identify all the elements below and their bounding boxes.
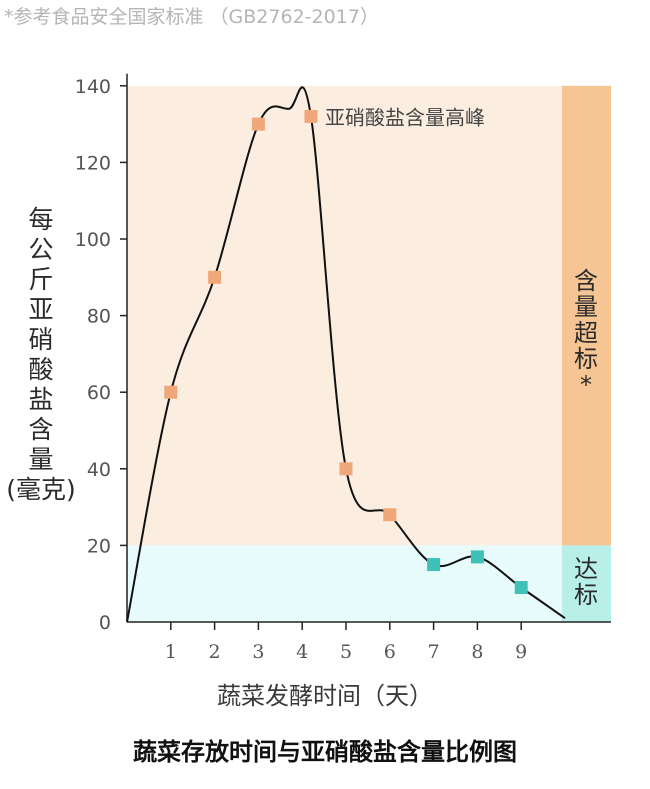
y-axis-label: 每公斤亚硝酸盐含量 (毫克): [0, 205, 82, 505]
data-point-marker: [251, 117, 265, 131]
zone-label-char: 达: [574, 555, 598, 583]
data-point-marker: [339, 462, 353, 476]
y-tick-label: 140: [75, 76, 111, 98]
y-tick-label: 100: [75, 229, 111, 251]
exceed-zone-bg: [127, 85, 562, 546]
zone-label-char: 超: [574, 319, 598, 347]
zone-label-char: 标: [574, 581, 598, 609]
x-tick-label: 9: [515, 641, 527, 663]
ok-band: [562, 545, 611, 622]
data-point-marker: [208, 270, 222, 284]
peak-annotation: 亚硝酸盐含量高峰: [325, 105, 485, 129]
y-tick-label: 60: [87, 382, 111, 404]
data-point-marker: [304, 109, 318, 123]
ok-zone-bg: [127, 545, 562, 622]
y-axis-label-char: 量: [28, 445, 54, 474]
data-point-marker: [164, 385, 178, 399]
x-tick-label: 6: [384, 641, 396, 663]
y-tick-label: 20: [87, 535, 111, 557]
y-axis-label-char: 酸: [28, 355, 54, 384]
zone-label-char: *: [580, 371, 592, 399]
y-axis-label-char: 每: [28, 205, 54, 234]
y-axis-label-char: 公: [28, 235, 54, 264]
zone-label-char: 含: [574, 267, 598, 295]
zone-label-char: 标: [574, 345, 598, 373]
y-axis-label-char: 亚: [28, 295, 54, 324]
x-axis-label: 蔬菜发酵时间（天）: [217, 682, 433, 710]
data-point-marker: [514, 581, 528, 595]
data-point-marker: [383, 508, 397, 522]
y-tick-label: 80: [87, 306, 111, 328]
y-axis-label-char: 斤: [28, 265, 54, 294]
x-tick-label: 2: [209, 641, 221, 663]
y-tick-label: 40: [87, 459, 111, 481]
zone-label-exceed: 含量超标 *: [571, 268, 601, 398]
reference-note: *参考食品安全国家标准 （GB2762-2017）: [4, 6, 379, 28]
x-tick-label: 4: [296, 641, 308, 663]
series-line: [126, 86, 566, 623]
y-axis-label-char: 含: [28, 415, 54, 444]
x-tick-label: 5: [340, 641, 352, 663]
x-tick-label: 7: [428, 641, 440, 663]
y-tick-label: 120: [75, 152, 111, 174]
chart-title: 蔬菜存放时间与亚硝酸盐含量比例图: [133, 738, 517, 766]
y-tick-label: 0: [99, 612, 111, 634]
zone-label-char: 量: [574, 293, 598, 321]
x-tick-label: 8: [471, 641, 483, 663]
x-tick-label: 1: [165, 641, 177, 663]
x-tick-label: 3: [252, 641, 264, 663]
y-axis-label-unit: (毫克): [6, 475, 76, 504]
y-axis-label-char: 硝: [28, 325, 54, 354]
data-point-marker: [470, 550, 484, 564]
zone-label-ok: 达标: [571, 556, 601, 608]
y-axis-label-char: 盐: [28, 385, 54, 414]
data-point-marker: [427, 558, 441, 572]
exceed-band: [562, 85, 611, 546]
